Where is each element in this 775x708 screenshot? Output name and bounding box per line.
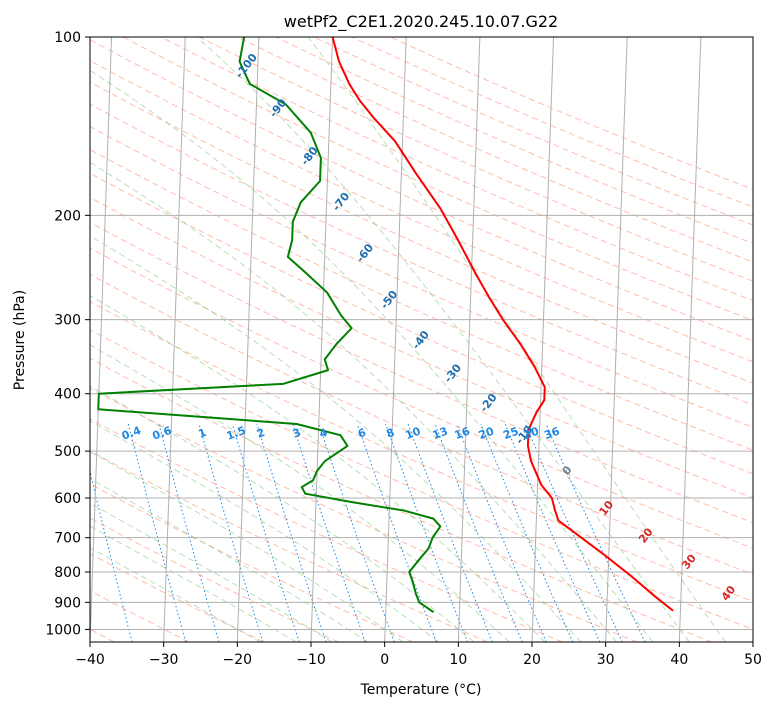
moist-adiabat (90, 235, 582, 642)
mixing-ratio-line (356, 423, 437, 642)
mixing-ratio-line (456, 423, 547, 642)
moist-adiabat (90, 385, 475, 642)
x-tick-label: 0 (380, 652, 389, 668)
x-tick-label: 50 (744, 652, 762, 668)
mixing-ratio-label: 4 (317, 426, 329, 441)
y-tick-label: 600 (54, 491, 81, 507)
x-tick-label: 20 (523, 652, 541, 668)
y-tick-label: 700 (54, 531, 81, 547)
temperature-line (331, 37, 674, 612)
dry-adiabat (90, 418, 563, 642)
mixing-ratio-label: 2 (255, 426, 267, 441)
mixing-ratio-line (90, 469, 133, 642)
isotherm-gridline (163, 37, 186, 642)
moist-adiabat (90, 69, 654, 642)
dry-adiabat (90, 172, 753, 475)
isotherm-gridline (90, 37, 113, 642)
y-tick-label: 300 (54, 313, 81, 329)
mixing-ratio-line (385, 423, 468, 642)
isotherm-gridline (310, 37, 334, 642)
mixing-ratio-label: 36 (543, 424, 562, 442)
isotherm-gridline (678, 37, 702, 642)
x-tick-label: 10 (449, 652, 467, 668)
plot-frame (89, 36, 754, 643)
isotherm-gridline (236, 37, 260, 642)
mixing-ratio-label: 0.4 (120, 424, 143, 443)
dry-adiabat (90, 81, 753, 384)
moist-adiabat (90, 451, 404, 642)
isotherm-gridline (531, 37, 555, 642)
dry-adiabat (90, 357, 712, 642)
dry-adiabat (90, 590, 190, 642)
dry-adiabat (90, 149, 753, 451)
moist-adiabat (90, 420, 439, 642)
mixing-ratio-line (407, 423, 493, 642)
y-tick-label: 200 (54, 208, 81, 224)
moist-adiabat (90, 525, 297, 642)
dry-adiabat (90, 387, 638, 642)
x-axis-title: Temperature (°C) (360, 682, 482, 698)
dry-adiabat (90, 450, 488, 642)
y-tick-label: 1000 (45, 622, 81, 638)
moist-adiabat (307, 37, 726, 642)
moist-adiabat (90, 344, 510, 642)
mixing-ratio-label: 6 (356, 426, 368, 441)
dry-adiabat (122, 37, 753, 322)
mixing-ratio-label: 30 (522, 424, 541, 442)
mixing-ratio-label: 13 (431, 425, 450, 442)
y-tick-label: 500 (54, 444, 81, 460)
isotherm-gridline (605, 37, 628, 642)
x-tick-label: −30 (149, 652, 179, 668)
mixing-ratio-line (480, 423, 574, 642)
y-axis-title: Pressure (hPa) (12, 290, 28, 390)
y-tick-label: 400 (54, 387, 81, 403)
series-layer (97, 37, 674, 613)
dry-adiabat (90, 247, 753, 549)
dry-adiabat (90, 221, 753, 524)
mixing-ratio-label: 10 (404, 424, 423, 442)
mixing-ratio-label: 16 (453, 424, 472, 442)
chart-title: wetPf2_C2E1.2020.245.10.07.G22 (284, 12, 558, 32)
mixing-ratio-label: 3 (291, 426, 303, 441)
y-tick-label: 800 (54, 565, 81, 581)
mixing-ratio-label: 8 (385, 426, 397, 441)
mixing-ratio-label: 25 (501, 425, 520, 442)
x-tick-label: −20 (223, 652, 253, 668)
y-tick-label: 900 (54, 595, 81, 611)
grid-layer (90, 37, 753, 642)
mixing-ratio-line (504, 423, 601, 642)
mixing-ratio-line (158, 423, 220, 642)
isotherm-gridline (457, 37, 481, 642)
x-tick-label: 30 (597, 652, 615, 668)
mixing-ratio-line (318, 423, 395, 642)
mixing-ratio-line (127, 423, 187, 642)
x-tick-label: −10 (296, 652, 326, 668)
mixing-ratio-line (525, 423, 623, 642)
mixing-ratio-label: 1 (197, 426, 209, 441)
mixing-ratio-label: 1.5 (225, 424, 248, 443)
dewpoint-line (97, 37, 442, 613)
dry-adiabat (90, 553, 264, 642)
axis-layer: −40 −30 −20 −10 0 10 20 30 40 5010020030040050060… (45, 30, 762, 668)
y-tick-label: 100 (54, 30, 81, 46)
mixing-ratio-label: 20 (477, 424, 496, 442)
moist-adiabat (90, 161, 618, 642)
moist-adiabat (90, 502, 333, 642)
moist-adiabat (90, 478, 368, 642)
dry-adiabat (90, 196, 753, 499)
isotherm-gridline (384, 37, 407, 642)
x-tick-label: −40 (75, 652, 105, 668)
mixing-ratio-label: 0.6 (151, 424, 174, 443)
x-tick-label: 40 (670, 652, 688, 668)
